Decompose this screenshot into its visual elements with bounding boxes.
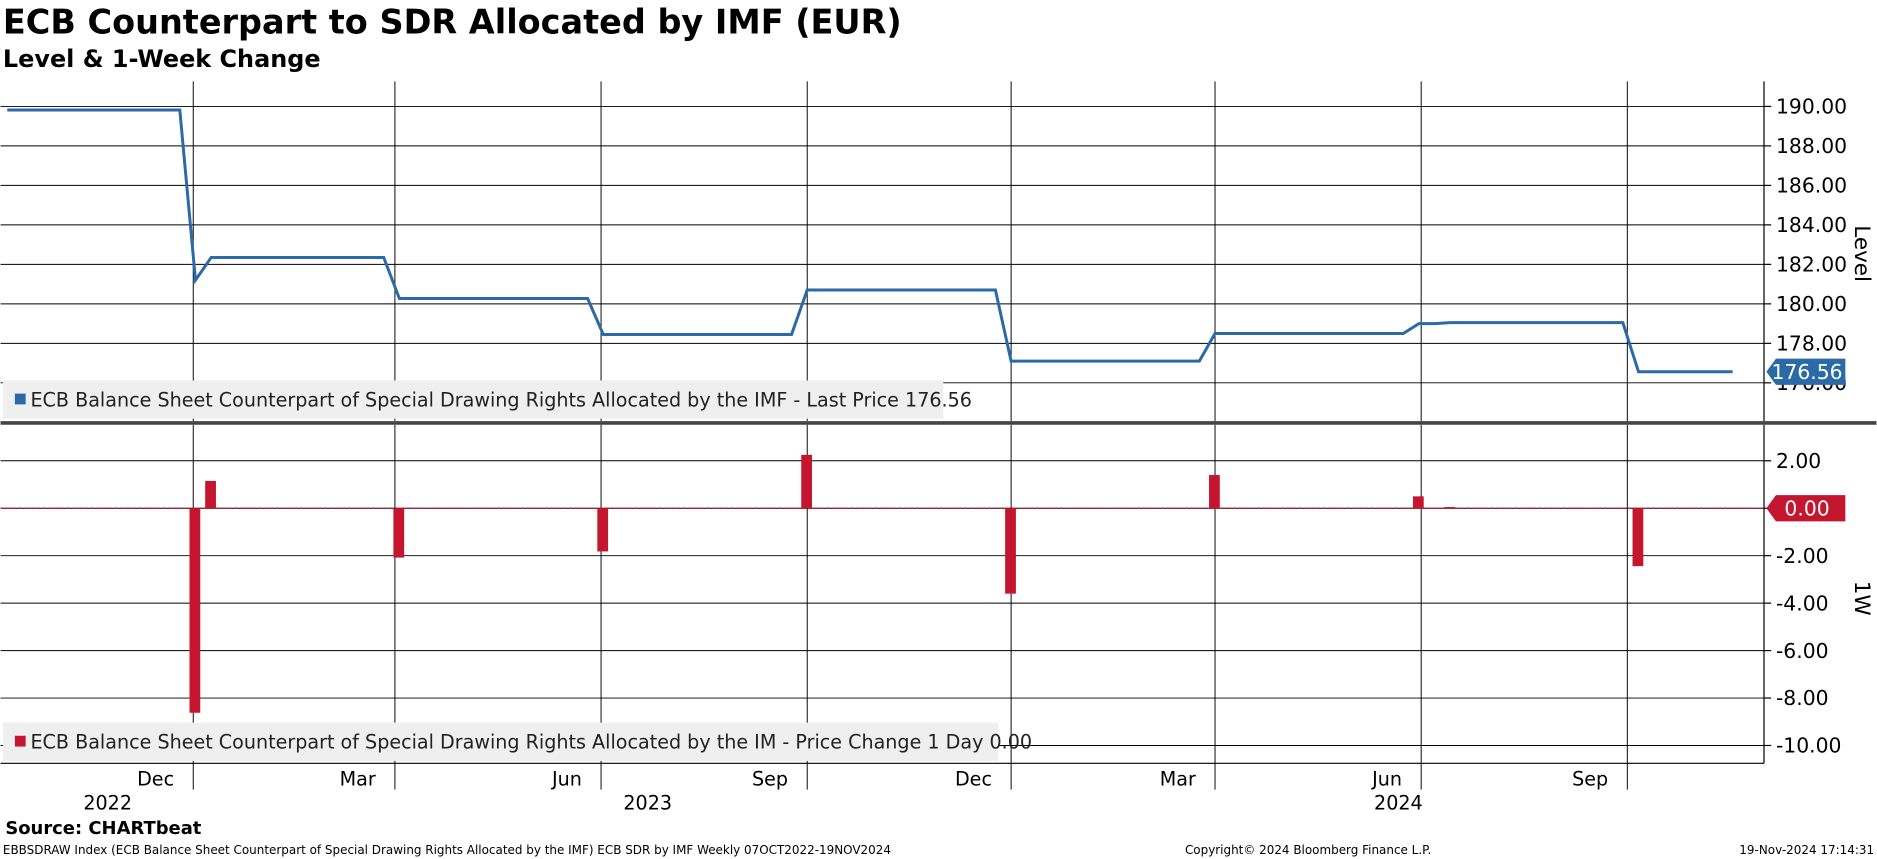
chart-subtitle: Level & 1-Week Change [3, 45, 321, 73]
y-tick-label: 178.00 [1776, 332, 1847, 356]
timestamp: 19-Nov-2024 17:14:31 [1739, 843, 1874, 857]
legend-label: ECB Balance Sheet Counterpart of Special… [30, 388, 972, 411]
bar [1412, 496, 1424, 509]
x-tick-label: Mar [340, 768, 376, 791]
y-tick-label: -10.00 [1776, 734, 1842, 758]
y-axis-title: Level [1849, 225, 1874, 282]
bar [205, 480, 216, 509]
legend-swatch [14, 393, 26, 405]
chart-title: ECB Counterpart to SDR Allocated by IMF … [3, 2, 902, 41]
legend-box [2, 722, 999, 761]
bar [393, 508, 405, 558]
x-tick-label: Dec [137, 768, 174, 791]
y-tick-label: -2.00 [1776, 544, 1829, 568]
y-tick-label: 186.00 [1776, 174, 1847, 198]
legend-swatch [14, 735, 26, 747]
x-tick-label: Mar [1160, 768, 1196, 791]
x-tick-label: Sep [752, 768, 788, 791]
y-tick-label: 188.00 [1776, 134, 1847, 158]
last-value-label: 0.00 [1784, 496, 1829, 520]
bar [801, 454, 812, 509]
footer: EBBSDRAW Index (ECB Balance Sheet Counte… [3, 843, 891, 857]
x-year-label: 2024 [1374, 791, 1423, 814]
last-value-box [1766, 358, 1846, 385]
last-value-box [1766, 495, 1846, 522]
x-tick-label: Jun [1371, 768, 1402, 791]
copyright: Copyright© 2024 Bloomberg Finance L.P. [1185, 843, 1431, 857]
bar [1005, 508, 1016, 594]
y-tick-label: 184.00 [1776, 213, 1847, 237]
x-tick-label: Dec [955, 768, 992, 791]
x-year-label: 2022 [83, 791, 132, 814]
bar [189, 508, 201, 713]
x-year-label: 2023 [623, 791, 672, 814]
bar [1632, 508, 1644, 567]
bar [1444, 507, 1456, 509]
y-axis-title: 1W [1849, 581, 1874, 616]
legend-label: ECB Balance Sheet Counterpart of Special… [30, 730, 1032, 753]
y-tick-label: -4.00 [1776, 591, 1829, 615]
line [7, 108, 1733, 374]
bar [1209, 475, 1220, 509]
legend-box [2, 380, 944, 419]
y-tick-label: 190.00 [1776, 95, 1847, 119]
y-tick-label: -6.00 [1776, 639, 1829, 663]
last-value-label: 176.56 [1772, 360, 1843, 384]
bar [597, 508, 609, 552]
y-tick-label: 182.00 [1776, 253, 1847, 277]
y-tick-label: 2.00 [1776, 449, 1821, 473]
y-tick-label: 180.00 [1776, 292, 1847, 316]
y-tick-label: -8.00 [1776, 686, 1829, 710]
x-tick-label: Jun [551, 768, 582, 791]
source: Source: CHARTbeat [5, 818, 201, 839]
x-tick-label: Sep [1572, 768, 1608, 791]
